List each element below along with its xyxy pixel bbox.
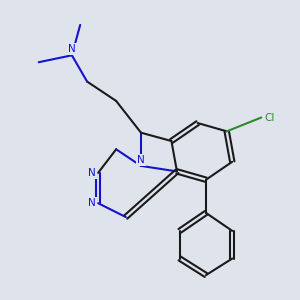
Text: N: N — [88, 198, 96, 208]
Text: N: N — [137, 155, 145, 165]
Text: N: N — [68, 44, 76, 54]
Text: N: N — [88, 168, 96, 178]
Text: Cl: Cl — [264, 112, 275, 122]
